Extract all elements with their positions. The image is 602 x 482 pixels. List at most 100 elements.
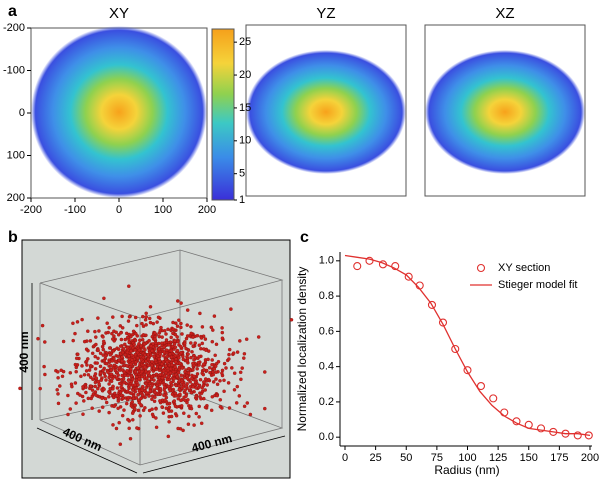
localization xyxy=(78,393,82,397)
localization xyxy=(131,396,136,401)
localization xyxy=(93,384,97,389)
localization xyxy=(198,394,202,399)
localization xyxy=(235,384,240,389)
localization xyxy=(244,337,249,341)
x-tick-label: 200 xyxy=(581,452,599,464)
localization xyxy=(206,357,210,362)
localization xyxy=(147,316,152,321)
localization xyxy=(193,341,197,345)
localization xyxy=(110,331,114,336)
localization xyxy=(158,399,162,403)
localization xyxy=(173,360,178,364)
localization xyxy=(74,356,79,361)
localization xyxy=(58,384,62,388)
localization xyxy=(198,377,203,382)
localization xyxy=(135,323,139,328)
localization xyxy=(263,406,267,411)
localization xyxy=(125,364,129,368)
localization xyxy=(116,347,121,352)
localization xyxy=(159,325,163,330)
localization xyxy=(121,377,126,381)
localization xyxy=(154,343,158,348)
localization xyxy=(114,426,119,431)
localization xyxy=(106,370,110,374)
localization xyxy=(134,378,139,383)
localization xyxy=(144,391,149,395)
localization xyxy=(68,407,73,411)
y-tick-label: 0.0 xyxy=(319,431,334,443)
localization xyxy=(174,413,179,418)
map-title: XY xyxy=(109,5,129,22)
localization xyxy=(130,377,135,382)
localization xyxy=(169,335,173,340)
localization xyxy=(126,395,131,400)
localization xyxy=(105,321,109,325)
y-tick-label: 100 xyxy=(7,149,25,161)
localization xyxy=(112,404,116,409)
x-tick-label: -100 xyxy=(64,204,86,216)
localization xyxy=(184,394,188,398)
localization xyxy=(137,389,142,393)
data-point xyxy=(427,300,437,309)
localization xyxy=(192,423,196,427)
localization xyxy=(68,371,73,375)
localization xyxy=(127,426,131,431)
localization xyxy=(161,369,166,373)
localization xyxy=(115,376,119,380)
localization xyxy=(139,344,143,348)
localization xyxy=(173,404,178,409)
data-point xyxy=(463,366,472,375)
localization xyxy=(127,315,132,319)
localization xyxy=(153,395,157,399)
localization xyxy=(141,345,146,350)
localization xyxy=(148,305,153,309)
localization xyxy=(95,361,99,365)
localization xyxy=(103,396,108,401)
localization xyxy=(129,343,134,348)
localization xyxy=(82,339,87,344)
localization xyxy=(119,337,124,342)
localization xyxy=(199,336,204,340)
localization xyxy=(141,333,146,337)
localization xyxy=(187,366,191,371)
localization xyxy=(173,339,177,343)
localization xyxy=(204,348,208,352)
localization xyxy=(136,408,141,413)
localization xyxy=(43,340,47,344)
localization xyxy=(134,331,138,336)
localization xyxy=(220,330,225,335)
localization xyxy=(146,357,150,362)
localization xyxy=(203,377,208,381)
density-map xyxy=(246,50,406,174)
localization xyxy=(220,326,224,330)
localization xyxy=(128,436,133,441)
localization xyxy=(133,369,138,374)
localization xyxy=(133,352,138,357)
localization xyxy=(111,384,115,389)
localization xyxy=(179,325,183,330)
localization xyxy=(142,365,147,369)
localization xyxy=(207,366,212,370)
localization xyxy=(189,324,193,329)
localization xyxy=(167,420,171,424)
localization xyxy=(165,354,170,359)
localization xyxy=(147,394,151,398)
localization xyxy=(176,426,180,431)
localization xyxy=(145,379,150,383)
localization xyxy=(120,413,125,418)
x-tick-label: 100 xyxy=(154,204,172,216)
localization xyxy=(248,412,253,417)
localization xyxy=(189,376,194,381)
localization xyxy=(126,319,131,323)
localization xyxy=(163,398,167,402)
localization xyxy=(143,318,148,322)
localization xyxy=(177,379,182,383)
localization xyxy=(182,411,186,415)
localization xyxy=(152,399,157,404)
localization xyxy=(175,324,180,328)
localization xyxy=(76,352,80,357)
localization xyxy=(176,370,181,375)
localization xyxy=(151,321,156,326)
localization xyxy=(109,372,114,376)
